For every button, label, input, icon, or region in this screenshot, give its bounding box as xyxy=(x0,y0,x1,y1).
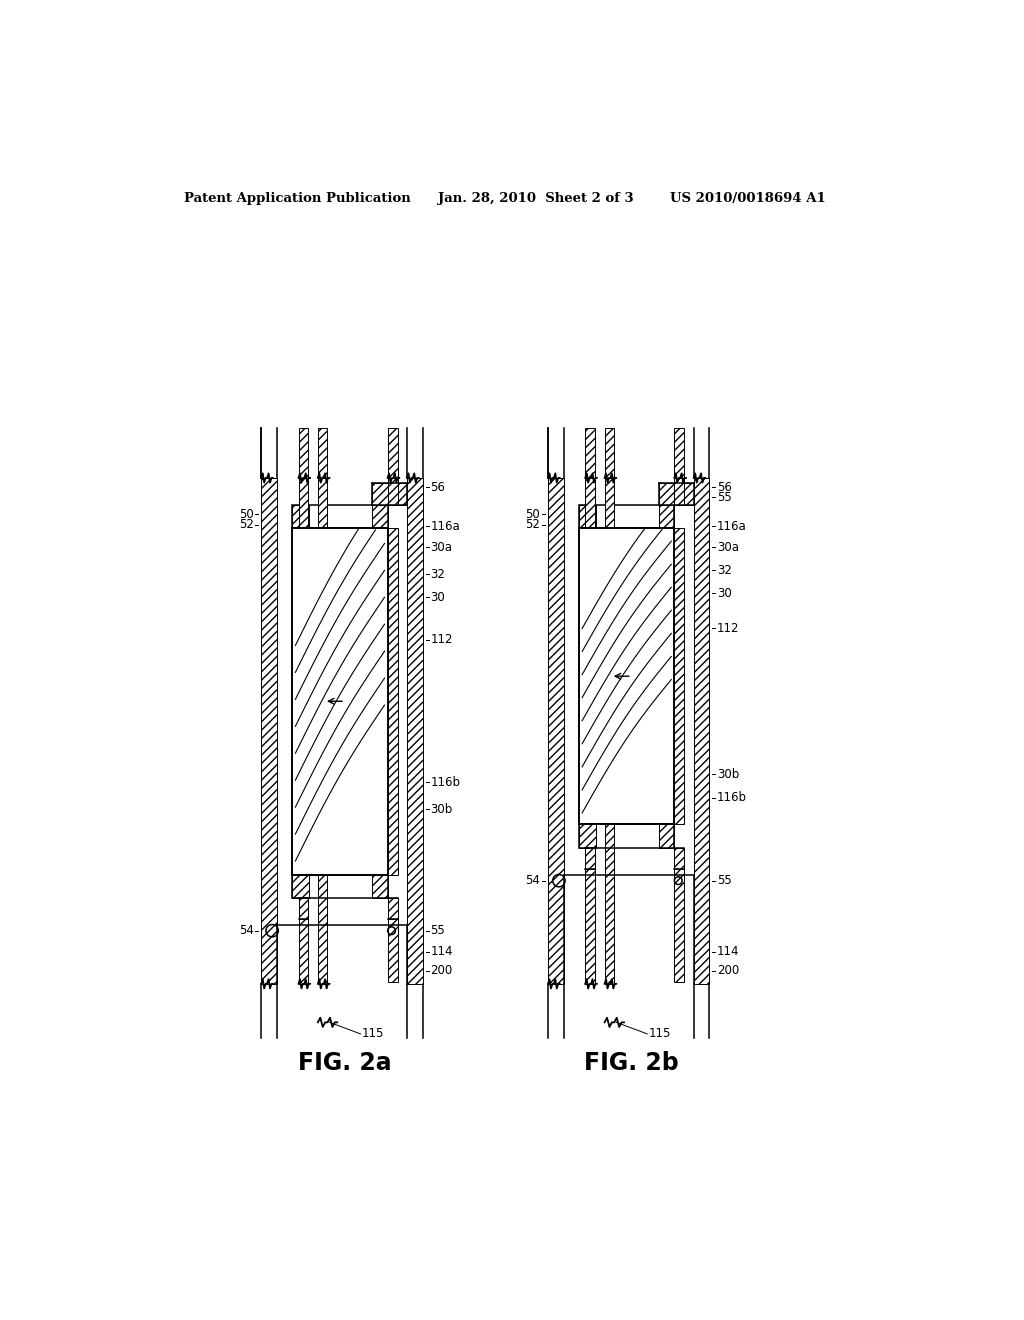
Bar xyxy=(658,504,675,528)
Text: 54: 54 xyxy=(525,874,541,887)
Bar xyxy=(292,874,309,898)
Bar xyxy=(299,898,308,919)
Text: FIG. 2b: FIG. 2b xyxy=(585,1051,679,1076)
Bar xyxy=(586,847,595,869)
Text: 54: 54 xyxy=(239,924,254,937)
Bar xyxy=(388,919,397,982)
Bar xyxy=(579,504,596,528)
Bar xyxy=(586,478,595,983)
Bar xyxy=(292,504,388,528)
Bar xyxy=(604,478,614,983)
Text: 30: 30 xyxy=(717,587,732,601)
Text: 114: 114 xyxy=(430,945,453,958)
Bar xyxy=(675,869,684,982)
Bar xyxy=(579,825,596,847)
Bar xyxy=(675,528,684,825)
Bar xyxy=(261,478,276,983)
Bar xyxy=(299,428,308,478)
Text: US 2010/0018694 A1: US 2010/0018694 A1 xyxy=(671,191,826,205)
Bar xyxy=(292,528,388,875)
Bar xyxy=(292,874,388,898)
Text: 200: 200 xyxy=(717,964,739,977)
Text: 52: 52 xyxy=(525,519,541,532)
Text: 55: 55 xyxy=(717,491,732,504)
Text: 30a: 30a xyxy=(430,541,453,554)
Bar xyxy=(548,478,563,983)
Text: 115: 115 xyxy=(362,1027,384,1040)
Text: 116b: 116b xyxy=(717,791,746,804)
Text: 50: 50 xyxy=(239,508,254,520)
Bar xyxy=(372,874,388,898)
Bar xyxy=(675,428,684,478)
Bar xyxy=(372,483,407,506)
Text: 55: 55 xyxy=(717,874,732,887)
Bar xyxy=(658,483,693,506)
Bar xyxy=(388,898,397,919)
Bar xyxy=(372,504,388,528)
Text: 52: 52 xyxy=(239,519,254,532)
Bar xyxy=(579,528,675,825)
Bar xyxy=(586,428,595,478)
Bar xyxy=(388,478,397,506)
Text: 56: 56 xyxy=(430,480,445,494)
Bar xyxy=(407,478,423,983)
Bar xyxy=(693,478,710,983)
Bar xyxy=(292,504,309,528)
Text: 30a: 30a xyxy=(717,541,739,554)
Bar xyxy=(317,478,328,983)
Text: 116a: 116a xyxy=(430,520,460,533)
Text: Patent Application Publication: Patent Application Publication xyxy=(183,191,411,205)
Text: 30b: 30b xyxy=(717,768,739,781)
Bar xyxy=(675,847,684,869)
Text: 112: 112 xyxy=(430,634,453,647)
Text: 55: 55 xyxy=(430,924,445,937)
Bar xyxy=(658,825,675,847)
Bar xyxy=(388,528,397,875)
Bar xyxy=(388,428,397,478)
Bar xyxy=(579,504,675,528)
Bar xyxy=(317,428,328,478)
Text: 30: 30 xyxy=(430,591,445,603)
Text: 200: 200 xyxy=(430,964,453,977)
Text: FIG. 2a: FIG. 2a xyxy=(298,1051,392,1076)
Text: 112: 112 xyxy=(717,622,739,635)
Text: 50: 50 xyxy=(525,508,541,520)
Text: 115: 115 xyxy=(649,1027,671,1040)
Text: 32: 32 xyxy=(717,564,732,577)
Bar xyxy=(604,428,614,478)
Text: 32: 32 xyxy=(430,568,445,581)
Text: 116a: 116a xyxy=(717,520,746,533)
Text: 116b: 116b xyxy=(430,776,460,788)
Text: 30b: 30b xyxy=(430,803,453,816)
Bar xyxy=(675,478,684,506)
Bar xyxy=(579,825,675,847)
Bar xyxy=(299,478,308,983)
Text: 114: 114 xyxy=(717,945,739,958)
Text: 56: 56 xyxy=(717,480,732,494)
Text: Jan. 28, 2010  Sheet 2 of 3: Jan. 28, 2010 Sheet 2 of 3 xyxy=(438,191,634,205)
